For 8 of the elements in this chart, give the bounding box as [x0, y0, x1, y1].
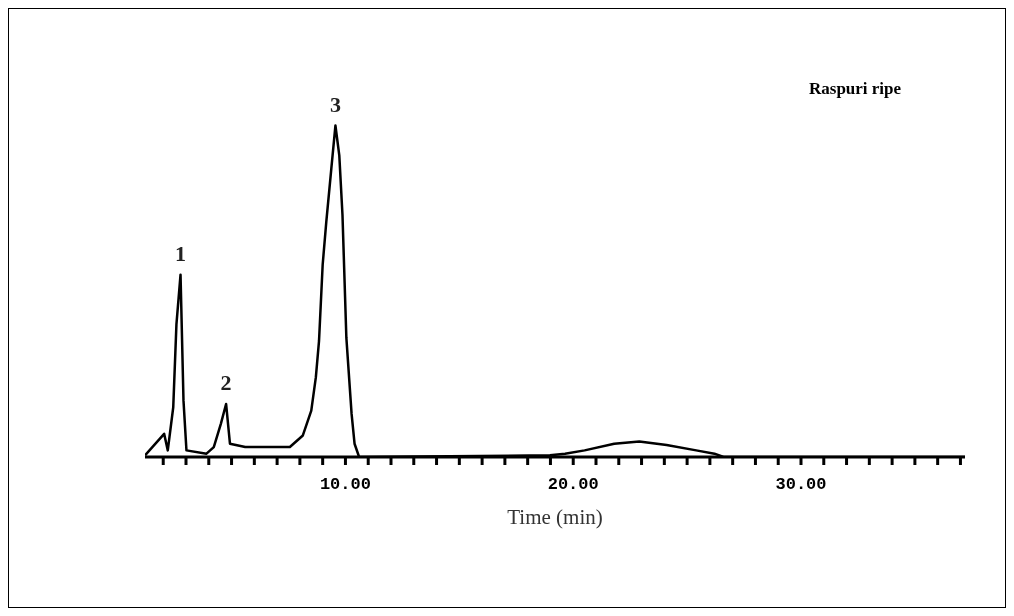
x-tick-label: 30.00: [775, 475, 827, 494]
x-axis-title: Time (min): [507, 505, 603, 529]
annotation: 2: [220, 369, 232, 395]
annotation: 1: [175, 240, 187, 266]
annotation: 3: [329, 91, 341, 117]
text: Raspuri ripe: [809, 79, 902, 99]
x-tick-label: 10.00: [319, 475, 371, 494]
x-tick-label: 20.00: [547, 475, 599, 494]
